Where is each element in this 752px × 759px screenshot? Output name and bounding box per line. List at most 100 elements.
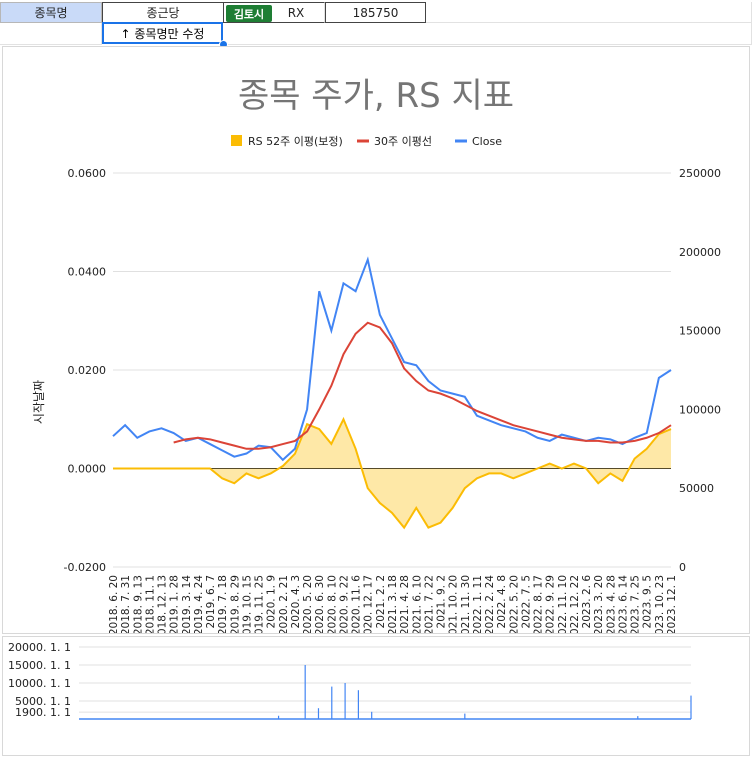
legend-swatch-rs	[231, 135, 242, 146]
x-tick-label: 2021. 2. 2	[375, 575, 387, 628]
x-tick-label: 2021. 9. 2	[436, 575, 448, 628]
x-tick-label: 2021. 3. 18	[387, 575, 399, 633]
x-tick-label: 2019. 7. 18	[217, 575, 229, 633]
volume-grid	[79, 646, 691, 713]
x-tick-label: 2022. 1. 11	[472, 575, 484, 633]
x-tick-label: 2022. 8. 17	[533, 575, 545, 633]
x-tick-label: 2019. 4. 24	[193, 575, 205, 633]
legend-label: RS 52주 이평(보정)	[248, 135, 343, 148]
x-tick-label: 2020. 1. 9	[266, 575, 278, 628]
x-tick-label: 2019. 1. 28	[169, 575, 181, 633]
x-tick-label: 2019. 6. 7	[205, 575, 217, 628]
x-tick-label: 2018. 7. 31	[120, 575, 132, 633]
line-series	[112, 256, 672, 462]
left-tick-label: 0.0400	[68, 266, 107, 279]
x-tick-label: 2020. 8. 10	[326, 575, 338, 633]
cell-label-text: 종목명	[34, 6, 68, 20]
main-chart-svg: 종목 주가, RS 지표 RS 52주 이평(보정) 30주 이평선 Close 0…	[32, 76, 721, 642]
x-tick-label: 2020. 9. 22	[338, 575, 350, 633]
left-tick-label: -0.0200	[64, 561, 106, 574]
right-tick-label: 0	[679, 561, 686, 574]
x-tick-label: 2019. 8. 29	[229, 575, 241, 633]
x-tick-label: 2019. 11. 25	[254, 575, 266, 633]
x-tick-label: 2018. 12. 13	[157, 575, 169, 633]
left-tick-label: 0.0600	[68, 167, 107, 180]
right-tick-label: 200000	[679, 246, 721, 259]
rs-line	[113, 416, 672, 530]
x-tick-label: 2020. 4. 3	[290, 575, 302, 628]
y-axis-label: 시작날짜	[32, 380, 46, 424]
cell-ticker[interactable]: RX	[224, 2, 325, 23]
x-tick-label: 2022. 2. 24	[484, 575, 496, 633]
x-tick-label: 2023. 3. 20	[593, 575, 605, 633]
legend-label: Close	[472, 135, 502, 148]
x-tick-label: 2019. 10. 15	[241, 575, 253, 633]
x-tick-label: 2019. 3. 14	[181, 575, 193, 633]
cell-stock-name[interactable]: 종근당	[102, 2, 224, 23]
x-tick-label: 2018. 6. 20	[108, 575, 120, 633]
right-tick-label: 150000	[679, 325, 721, 338]
x-axis-ticks: 2018. 6. 20 2018. 7. 31 2018. 9. 13 2018. 1…	[108, 575, 678, 642]
legend-label: 30주 이평선	[374, 135, 432, 148]
x-tick-label: 2020. 5. 20	[302, 575, 314, 633]
x-tick-label: 2023. 6. 14	[617, 575, 629, 633]
hint-text: ↑ 종목명만 수정	[120, 26, 205, 41]
x-tick-label: 2020. 6. 30	[314, 575, 326, 633]
x-tick-label: 2022. 4. 8	[496, 575, 508, 628]
right-tick-label: 100000	[679, 403, 721, 416]
x-tick-label: 2023. 4. 28	[605, 575, 617, 633]
cell-code-text: 185750	[352, 5, 399, 20]
smart-chip[interactable]: 김토시	[226, 5, 272, 22]
cell-empty-a2[interactable]	[0, 23, 102, 45]
selected-cell-hint[interactable]: ↑ 종목명만 수정	[102, 22, 223, 44]
x-tick-label: 2023. 10. 23	[654, 575, 666, 633]
x-tick-label: 2022. 9. 29	[545, 575, 557, 633]
x-tick-label: 2020. 11. 6	[351, 575, 363, 633]
main-chart[interactable]: 종목 주가, RS 지표 RS 52주 이평(보정) 30주 이평선 Close 0…	[2, 46, 750, 642]
right-axis-ticks: 250000 200000 150000 100000 50000 0	[679, 167, 721, 574]
close-line	[112, 256, 672, 462]
cell-label[interactable]: 종목명	[0, 2, 102, 23]
left-tick-label: 0.0000	[68, 463, 107, 476]
volume-bars	[79, 665, 692, 720]
volume-axis-ticks: 20000. 1. 1 15000. 1. 1 10000. 1. 1 5000. 1…	[8, 641, 71, 719]
cell-ticker-text: RX	[287, 5, 305, 20]
cell-code[interactable]: 185750	[325, 2, 426, 23]
x-tick-label: 2020. 12. 17	[363, 575, 375, 633]
sheet-row: 종목명 종근당 RX 185750 김토시 ↑ 종목명만 수정	[0, 0, 752, 49]
chart-legend: RS 52주 이평(보정) 30주 이평선 Close	[231, 135, 502, 148]
volume-chart-svg: 20000. 1. 1 15000. 1. 1 10000. 1. 1 5000. 1…	[8, 641, 692, 720]
right-tick-label: 250000	[679, 167, 721, 180]
volume-tick-label: 1900. 1. 1	[15, 706, 71, 719]
volume-tick-label: 20000. 1. 1	[8, 641, 71, 654]
x-tick-label: 2023. 12. 1	[666, 575, 678, 633]
x-tick-label: 2021. 6. 10	[411, 575, 423, 633]
x-tick-label: 2023. 7. 25	[630, 575, 642, 633]
x-tick-label: 2021. 10. 20	[448, 575, 460, 633]
cell-empty-c2[interactable]	[224, 23, 752, 45]
left-axis-ticks: 0.0600 0.0400 0.0200 0.0000 -0.0200	[64, 167, 106, 574]
x-tick-label: 2022. 11. 10	[557, 575, 569, 633]
volume-tick-label: 15000. 1. 1	[8, 659, 71, 672]
left-tick-label: 0.0200	[68, 364, 107, 377]
cell-empty-right[interactable]	[426, 2, 752, 23]
volume-tick-label: 10000. 1. 1	[8, 677, 71, 690]
volume-tick-label: 5000. 1. 1	[15, 695, 71, 708]
x-tick-label: 2018. 9. 13	[132, 575, 144, 633]
chart-title: 종목 주가, RS 지표	[238, 76, 514, 116]
x-tick-label: 2021. 7. 22	[423, 575, 435, 633]
x-tick-label: 2021. 11. 30	[460, 575, 472, 633]
rs-area-fill	[113, 419, 671, 528]
x-tick-label: 2020. 2. 21	[278, 575, 290, 633]
x-tick-label: 2023. 9. 5	[642, 575, 654, 628]
x-tick-label: 2021. 4. 28	[399, 575, 411, 633]
cell-stock-name-text: 종근당	[146, 6, 180, 20]
rs-series	[113, 416, 672, 530]
x-tick-label: 2018. 11. 1	[144, 575, 156, 633]
volume-chart[interactable]: 20000. 1. 1 15000. 1. 1 10000. 1. 1 5000. 1…	[2, 636, 750, 756]
x-tick-label: 2022. 12. 22	[569, 575, 581, 633]
x-tick-label: 2023. 2. 6	[581, 575, 593, 629]
ma30-line	[173, 321, 672, 450]
x-tick-label: 2022. 7. 5	[520, 575, 532, 628]
x-tick-label: 2022. 5. 20	[508, 575, 520, 633]
